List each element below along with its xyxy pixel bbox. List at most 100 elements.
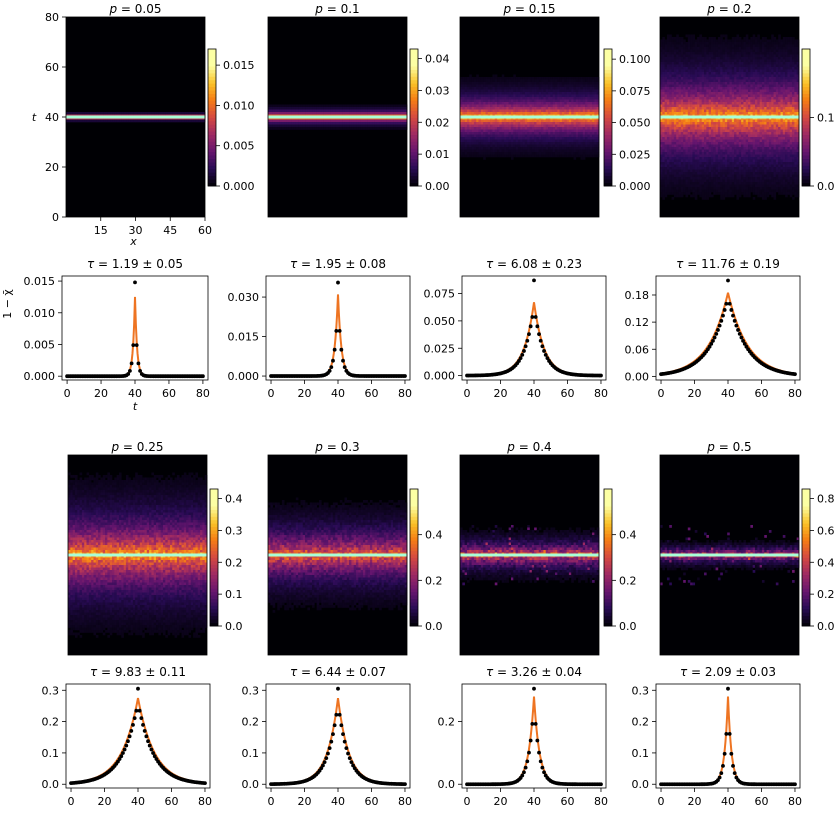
heatmap-cell bbox=[710, 97, 714, 100]
heatmap-cell bbox=[697, 74, 700, 78]
heatmap-cell bbox=[757, 94, 760, 98]
heatmap-cell bbox=[589, 144, 593, 148]
heatmap-cell bbox=[771, 42, 774, 45]
heatmap-cell bbox=[545, 154, 549, 158]
heatmap-cell bbox=[752, 89, 756, 93]
heatmap-cell bbox=[694, 82, 698, 85]
heatmap-cell bbox=[745, 99, 749, 103]
heatmap-cell bbox=[697, 69, 700, 73]
heatmap-cell bbox=[464, 127, 468, 130]
heatmap-cell bbox=[462, 84, 465, 88]
heatmap-cell bbox=[766, 107, 770, 110]
heatmap-cell bbox=[545, 92, 549, 95]
heatmap-cell bbox=[573, 87, 577, 90]
heatmap-cell bbox=[559, 154, 563, 158]
heatmap-cell bbox=[741, 74, 744, 78]
heatmap-cell bbox=[748, 107, 751, 110]
heatmap-cell bbox=[466, 97, 470, 100]
heatmap-cell bbox=[550, 127, 553, 130]
heatmap-cell bbox=[520, 109, 523, 113]
heatmap-cell bbox=[504, 109, 507, 113]
heatmap-cell bbox=[748, 109, 751, 113]
heatmap-cell bbox=[517, 79, 521, 83]
heatmap-cell bbox=[692, 109, 696, 113]
heatmap-cell bbox=[564, 137, 567, 140]
heatmap-cell bbox=[587, 144, 591, 148]
heatmap-cell bbox=[504, 104, 507, 108]
heatmap-cell bbox=[561, 127, 565, 130]
heatmap-cell bbox=[312, 119, 315, 123]
heatmap-cell bbox=[462, 127, 465, 130]
heatmap-cell bbox=[727, 74, 730, 78]
heatmap-cell bbox=[330, 112, 334, 115]
heatmap-cell bbox=[504, 132, 507, 135]
heatmap-cell bbox=[759, 39, 763, 43]
heatmap-cell bbox=[596, 142, 600, 145]
heatmap-cell bbox=[473, 124, 477, 128]
heatmap-cell bbox=[743, 112, 747, 115]
heatmap-cell bbox=[683, 69, 686, 73]
heatmap-cell bbox=[775, 47, 779, 50]
heatmap-cell bbox=[548, 124, 551, 128]
heatmap-cell bbox=[660, 87, 663, 90]
heatmap-cell bbox=[573, 109, 577, 113]
heatmap-cell bbox=[690, 119, 693, 123]
heatmap-cell bbox=[365, 122, 368, 125]
heatmap-cell bbox=[724, 84, 728, 88]
heatmap-cell bbox=[578, 144, 581, 148]
heatmap-cell bbox=[575, 122, 579, 125]
heatmap-cell bbox=[543, 119, 547, 123]
heatmap-cell bbox=[582, 139, 586, 143]
heatmap-cell bbox=[541, 147, 544, 150]
heatmap-cell bbox=[550, 84, 553, 88]
heatmap-cell bbox=[480, 144, 484, 148]
heatmap-cell bbox=[508, 77, 512, 80]
heatmap-cell bbox=[487, 127, 491, 130]
heatmap-cell bbox=[337, 107, 341, 110]
heatmap-cell bbox=[757, 54, 760, 58]
heatmap-cell bbox=[365, 124, 368, 128]
heatmap-cell bbox=[761, 79, 765, 83]
heatmap-cell bbox=[697, 62, 700, 65]
heatmap-cell bbox=[508, 82, 512, 85]
heatmap-cell bbox=[748, 119, 751, 123]
heatmap-cell bbox=[743, 67, 747, 70]
heatmap-cell bbox=[492, 134, 496, 138]
heatmap-cell bbox=[673, 79, 677, 83]
heatmap-cell bbox=[536, 77, 540, 80]
heatmap-cell bbox=[559, 132, 563, 135]
heatmap-cell bbox=[312, 112, 315, 115]
heatmap-cell bbox=[757, 52, 760, 55]
heatmap-cell bbox=[524, 87, 528, 90]
heatmap-cell bbox=[545, 152, 549, 155]
heatmap-cell bbox=[592, 89, 595, 93]
colorbar-slice bbox=[604, 52, 612, 57]
heatmap-cell bbox=[379, 127, 382, 130]
heatmap-cell bbox=[676, 97, 679, 100]
heatmap-cell bbox=[270, 122, 273, 125]
heatmap-cell bbox=[541, 112, 544, 115]
heatmap-cell bbox=[678, 119, 682, 123]
heatmap-cell bbox=[676, 112, 679, 115]
heatmap-cell bbox=[395, 104, 399, 108]
heatmap-cell bbox=[300, 119, 304, 123]
heatmap-cell bbox=[734, 67, 737, 70]
heatmap-cell bbox=[794, 59, 797, 63]
heatmap-cell bbox=[589, 154, 593, 158]
heatmap-cell bbox=[683, 39, 686, 43]
heatmap-cell bbox=[757, 97, 760, 100]
heatmap-cell bbox=[738, 84, 742, 88]
heatmap-cell bbox=[708, 102, 712, 105]
colorbar-tick-label: 0.025 bbox=[619, 148, 651, 161]
heatmap-cell bbox=[293, 124, 297, 128]
heatmap-cell bbox=[580, 112, 584, 115]
heatmap-cell bbox=[404, 104, 408, 108]
heatmap-cell bbox=[288, 104, 292, 108]
colorbar-slice bbox=[604, 127, 612, 132]
heatmap-cell bbox=[792, 99, 795, 103]
heatmap-cell bbox=[757, 57, 760, 60]
heatmap-cell bbox=[268, 124, 271, 128]
heatmap-cell bbox=[704, 112, 707, 115]
heatmap-cell bbox=[589, 97, 593, 100]
heatmap-cell bbox=[478, 127, 482, 130]
